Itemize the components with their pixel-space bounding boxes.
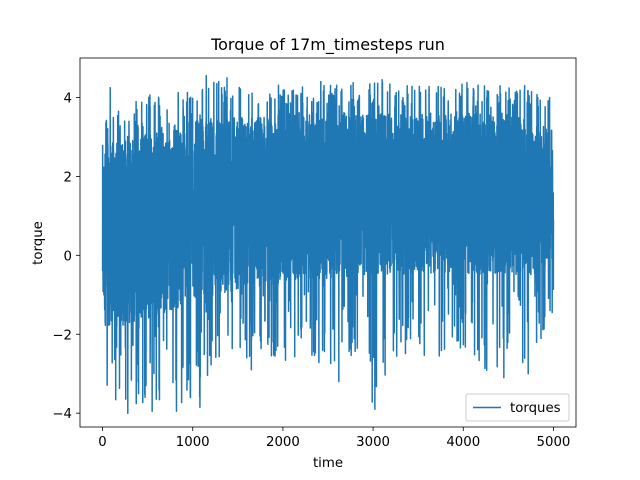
series-line-torques bbox=[101, 75, 555, 414]
plot-area bbox=[101, 75, 555, 414]
legend-label-torques: torques bbox=[510, 401, 561, 416]
x-tick-label: 0 bbox=[98, 435, 106, 450]
x-tick-label: 2000 bbox=[266, 435, 300, 450]
series-torques bbox=[101, 75, 555, 414]
axes-frame bbox=[79, 57, 577, 428]
x-tick-label: 4000 bbox=[446, 435, 480, 450]
legend: torques bbox=[465, 393, 570, 422]
x-axis-label: time bbox=[313, 456, 343, 471]
x-axis: 0 1000 2000 3000 4000 5000 bbox=[98, 427, 570, 450]
x-tick-label: 3000 bbox=[356, 435, 390, 450]
y-axis-label: torque bbox=[31, 221, 46, 265]
chart-title: Torque of 17m_timesteps run bbox=[210, 35, 445, 55]
y-axis: −4 −2 0 2 4 bbox=[52, 91, 80, 422]
y-tick-label: 0 bbox=[64, 249, 72, 264]
y-tick-label: −2 bbox=[52, 328, 72, 343]
legend-box bbox=[465, 393, 570, 422]
y-tick-label: 2 bbox=[64, 170, 72, 185]
y-tick-label: −4 bbox=[52, 407, 72, 422]
y-tick-label: 4 bbox=[64, 91, 72, 106]
x-tick-label: 5000 bbox=[537, 435, 571, 450]
x-tick-label: 1000 bbox=[176, 435, 210, 450]
